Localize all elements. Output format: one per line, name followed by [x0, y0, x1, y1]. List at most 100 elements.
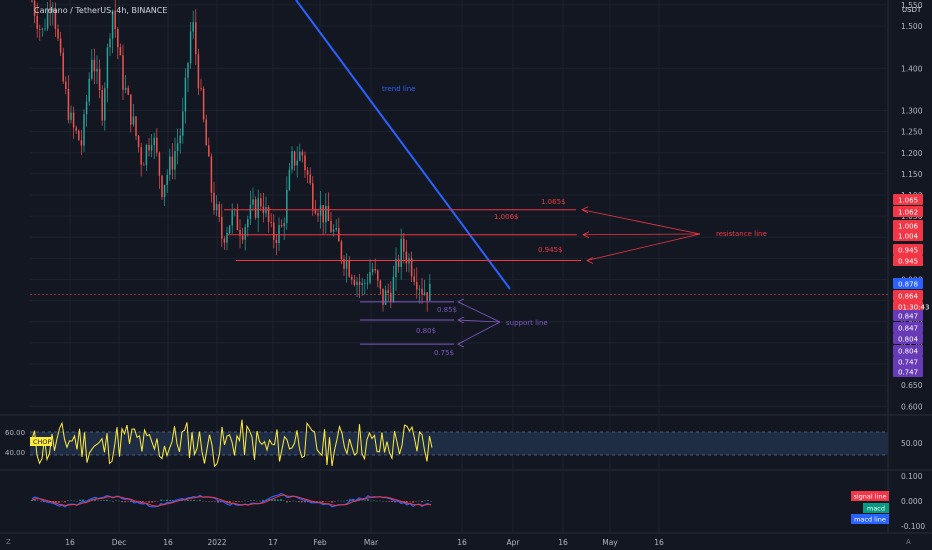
price-tag: 0.804 [893, 333, 923, 344]
macd-histogram-bar [382, 501, 384, 502]
price-tag-box [893, 206, 923, 217]
macd-histogram-bar [280, 499, 282, 501]
macd-histogram-bar [73, 500, 75, 502]
macd-tick-label: -0.100 [901, 522, 925, 531]
candle-body [247, 219, 249, 228]
macd-histogram-bar [388, 501, 390, 502]
auto-scale-glyph[interactable]: A [906, 538, 911, 546]
candle-body [325, 205, 327, 223]
price-tag-box [893, 194, 923, 205]
macd-histogram-bar [424, 500, 426, 502]
time-tick-label: 17 [268, 538, 278, 547]
macd-histogram-bar [295, 501, 297, 502]
support-arrow [457, 319, 501, 323]
macd-histogram-bar [322, 501, 324, 503]
candle-body [96, 69, 98, 72]
macd-histogram-bar [391, 501, 393, 503]
macd-histogram-bar [370, 500, 372, 502]
candle-body [358, 281, 361, 285]
macd-histogram-bar [244, 500, 246, 502]
candle-body [390, 292, 392, 302]
candle-body [117, 28, 119, 48]
candle-body [67, 89, 70, 120]
candle-body [239, 229, 241, 236]
support-level-label: 0.75$ [434, 349, 454, 357]
macd-histogram-bar [292, 500, 294, 502]
candle-body [122, 55, 124, 90]
candle-body [330, 220, 332, 232]
candle-body [158, 152, 161, 176]
candle-body [395, 259, 397, 277]
candle-body [182, 111, 184, 136]
price-tag: 0.945 [893, 255, 923, 266]
candle-body [52, 8, 54, 12]
macd-histogram-bar [199, 499, 201, 501]
macd-histogram-bar [232, 500, 234, 502]
candle-body [257, 198, 259, 218]
macd-legend-label: macd [867, 505, 885, 513]
price-tag: 0.945 [893, 244, 923, 255]
candle-body [46, 9, 49, 29]
price-tick-label: 1.200 [901, 149, 923, 158]
macd-histogram-bar [166, 499, 168, 501]
chop-tick-label: 50.00 [901, 439, 923, 448]
candle-body [426, 292, 428, 301]
candle-body [75, 127, 77, 131]
macd-histogram-bar [310, 501, 312, 503]
macd-histogram-bar [415, 501, 417, 502]
candle-body [312, 183, 314, 210]
candle-body [41, 28, 44, 30]
candle-body [187, 63, 189, 78]
candle-body [98, 69, 101, 91]
candle-body [210, 156, 213, 193]
macd-histogram-bar [67, 500, 69, 501]
macd-legend-label: signal line [853, 493, 886, 501]
resistance-level-label: 1.065$ [541, 198, 566, 206]
macd-legend-box [851, 514, 889, 524]
macd-histogram-bar [157, 501, 159, 502]
candle-body [314, 209, 317, 214]
price-tag: 0.864 [893, 290, 923, 301]
candle-body [179, 135, 181, 144]
support-arrow [457, 301, 501, 323]
macd-histogram-bar [58, 501, 60, 503]
candle-body [205, 119, 207, 146]
candle-body [382, 288, 384, 305]
price-tag-box [893, 356, 923, 367]
candle-body [340, 241, 343, 260]
price-tag: 1.004 [893, 230, 923, 241]
time-tick-label: Feb [313, 538, 327, 547]
support-line-label: support line [506, 319, 548, 327]
candle-body [132, 116, 135, 125]
macd-histogram-bar [274, 499, 276, 501]
price-tick-label: 1.500 [901, 22, 923, 31]
macd-histogram-bar [196, 500, 198, 502]
macd-histogram-bar [298, 501, 300, 503]
macd-histogram-bar [229, 501, 231, 503]
time-tick-label: 16 [457, 538, 467, 547]
candle-body [130, 94, 132, 125]
macd-histogram-bar [172, 500, 174, 501]
candle-body [221, 217, 223, 239]
signal-line [31, 494, 432, 507]
price-tick-label: 1.250 [901, 128, 923, 137]
candle-body [176, 143, 179, 152]
candle-body [215, 204, 218, 211]
macd-tick-label: 0.000 [901, 497, 923, 506]
candle-body [33, 0, 36, 16]
candle-body [286, 189, 288, 224]
resistance-level-label: 1.006$ [494, 213, 519, 221]
candle-body [332, 229, 335, 232]
timezone-glyph[interactable]: Z [6, 538, 11, 546]
candle-body [241, 235, 244, 240]
resistance-arrow [581, 209, 701, 235]
macd-histogram-bar [214, 501, 216, 502]
price-tag: 0.878 [893, 278, 923, 289]
price-tag-box [893, 278, 923, 289]
candle-body [109, 38, 111, 48]
candle-body [387, 290, 389, 293]
macd-histogram-bar [148, 501, 150, 503]
macd-histogram-bar [97, 500, 99, 502]
candle-body [111, 10, 114, 39]
